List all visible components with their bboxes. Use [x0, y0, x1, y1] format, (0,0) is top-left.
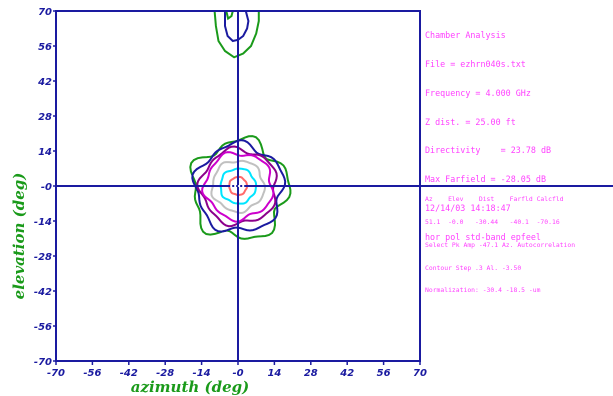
x-tick-label: -0 — [232, 368, 243, 379]
tick-label-layer: -70 -56 -42 -28 -14 -0 14 28 42 56 70 70 56 42 28 14 -0 -… — [34, 7, 427, 379]
info-line: Z dist. = 25.00 ft — [425, 116, 516, 127]
sidelobe-contour-1 — [213, 11, 260, 59]
y-tick-label: -70 — [34, 357, 52, 368]
y-axis-title: elevation (deg) — [10, 173, 28, 300]
info-line: Chamber Analysis — [425, 30, 506, 41]
y-tick-label: -28 — [34, 252, 52, 263]
contour-level-6 — [191, 139, 287, 233]
contour-layer — [189, 11, 292, 240]
info-line: File = ezhrn040s.txt — [425, 58, 526, 69]
contour-level-7 — [189, 135, 292, 240]
info-line: Directivity = 23.78 dB — [425, 145, 552, 156]
info-line: Frequency = 4.000 GHz — [425, 87, 531, 98]
x-tick-label: 42 — [339, 368, 354, 379]
detail-line: Normalization: -30.4 -18.5 -um — [425, 286, 541, 295]
x-tick-label: 14 — [267, 368, 281, 379]
sidelobe-contour-2 — [225, 11, 234, 21]
detail-line: Az Elev Dist Farfld Calcfld — [425, 195, 564, 204]
detail-panel: Az Elev Dist Farfld Calcfld 51.1 -0.0 -3… — [425, 181, 611, 303]
y-tick-label: -42 — [34, 287, 52, 298]
x-axis-title: azimuth (deg) — [131, 378, 249, 396]
x-tick-label: -42 — [120, 368, 138, 379]
x-tick-label: -28 — [156, 368, 174, 379]
y-tick-label: -0 — [41, 182, 52, 193]
detail-line: Contour Step .3 Al. -3.50 — [425, 263, 522, 272]
info-line: hor pol std-band epfeel — [425, 231, 541, 242]
y-tick-label: -14 — [34, 217, 52, 228]
x-tick-label: 28 — [304, 368, 318, 379]
x-tick-label: -14 — [193, 368, 211, 379]
detail-line: 51.1 -0.0 -30.44 -40.1 -70.16 — [425, 217, 560, 226]
y-tick-label: -56 — [34, 322, 52, 333]
y-tick-label: 14 — [38, 147, 52, 158]
x-tick-label: 56 — [377, 368, 391, 379]
x-tick-label: -56 — [83, 368, 101, 379]
y-tick-label: 28 — [38, 112, 52, 123]
detail-line: Select Pk Amp -47.1 Az. Autocorrelation — [425, 240, 576, 249]
y-tick-label: 42 — [37, 77, 52, 88]
info-panel: Chamber Analysis File = ezhrn040s.txt Fr… — [425, 12, 611, 252]
info-line: 12/14/03 14:18:47 — [425, 202, 511, 213]
y-tick-label: 56 — [38, 42, 52, 53]
sidelobe-contour-0 — [224, 11, 250, 43]
x-tick-label: -70 — [47, 368, 65, 379]
y-tick-label: 70 — [38, 7, 52, 18]
info-line: Max Farfield = -28.05 dB — [425, 174, 547, 185]
x-tick-label: 70 — [413, 368, 427, 379]
